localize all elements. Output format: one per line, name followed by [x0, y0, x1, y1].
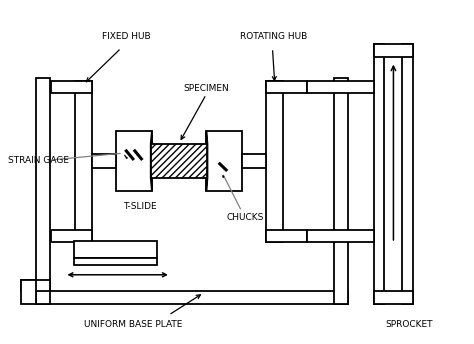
Text: SPECIMEN: SPECIMEN	[183, 84, 229, 93]
Bar	[51, 230, 92, 242]
Bar	[402, 44, 413, 304]
Bar	[36, 291, 348, 304]
Bar	[374, 291, 413, 304]
Bar	[374, 44, 384, 304]
Bar	[206, 131, 242, 191]
Text: ROTATING HUB: ROTATING HUB	[240, 32, 308, 41]
Text: SPROCKET: SPROCKET	[386, 320, 433, 329]
Bar	[242, 154, 266, 168]
Text: T-SLIDE: T-SLIDE	[123, 203, 157, 212]
Bar	[75, 81, 92, 242]
Text: STRAIN GAGE: STRAIN GAGE	[8, 155, 69, 164]
Bar	[74, 258, 156, 265]
Text: UNIFORM BASE PLATE: UNIFORM BASE PLATE	[84, 320, 182, 329]
Bar	[74, 241, 156, 258]
Bar	[51, 81, 92, 93]
Bar	[266, 81, 307, 93]
Bar	[21, 280, 36, 304]
Bar	[334, 78, 348, 304]
Bar	[266, 230, 307, 242]
Text: FIXED HUB: FIXED HUB	[101, 32, 150, 41]
Bar	[117, 131, 152, 191]
Bar	[151, 144, 208, 178]
Bar	[92, 154, 117, 168]
Bar	[307, 230, 374, 242]
Polygon shape	[206, 131, 208, 191]
Polygon shape	[151, 131, 152, 191]
Bar	[374, 44, 413, 56]
Bar	[307, 81, 374, 93]
Bar	[21, 280, 50, 291]
Text: CHUCKS: CHUCKS	[227, 213, 264, 222]
Bar	[36, 78, 50, 304]
Bar	[266, 81, 283, 242]
